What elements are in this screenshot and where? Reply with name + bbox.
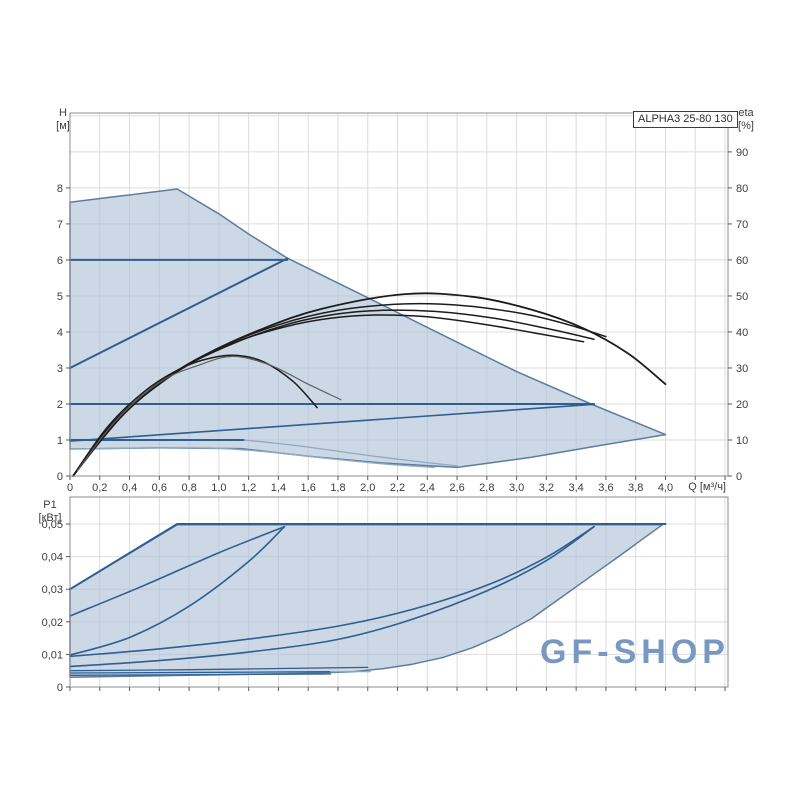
- y-tick-label: 5: [57, 291, 63, 303]
- y-tick-label: 8: [57, 183, 63, 195]
- y-tick-label: 3: [57, 363, 63, 375]
- prop-pressure-max-line: [69, 257, 289, 369]
- power-axis-unit: [кВт]: [38, 512, 62, 524]
- head-eta-chart: 0 0,2 0,4 0,6 0,8 1,0 1,2 1,4 1,6 1,8 2,0 2,2 2,4 2,6…: [57, 112, 748, 494]
- y-tick-label: 0: [57, 471, 63, 483]
- y-tick-label: 4: [57, 327, 63, 339]
- y2-tick-label: 10: [736, 435, 748, 447]
- x-tick-label: 0,4: [122, 482, 137, 494]
- y-tick-label: 7: [57, 219, 63, 231]
- y2-tick-label: 40: [736, 327, 748, 339]
- x-tick-label: 2,6: [449, 482, 464, 494]
- p1-curve-pp-max: [69, 525, 286, 656]
- y2-tick-label: 90: [736, 147, 748, 159]
- y-tick-label: 0,01: [42, 649, 63, 661]
- power-axis-quantity: P1: [43, 499, 57, 511]
- x-tick-label: 0: [67, 482, 73, 494]
- power-chart: 0 0,01 0,02 0,03 0,04 0,05: [42, 496, 729, 694]
- p1-flat-curve-3: [69, 673, 332, 676]
- y-tick-label: 2: [57, 399, 63, 411]
- y-tick-label: 0,02: [42, 617, 63, 629]
- y-tick-label: 6: [57, 255, 63, 267]
- x-tick-label: 4,0: [658, 482, 673, 494]
- x-tick-label: 0,2: [92, 482, 107, 494]
- head-eta-chart-frame: [69, 112, 729, 477]
- head-axis-quantity: H: [59, 107, 67, 119]
- y-tick-label: 0,04: [42, 552, 63, 564]
- power-chart-frame: [69, 496, 729, 688]
- x-tick-label: 2,4: [420, 482, 435, 494]
- eta-axis-unit: [%]: [738, 120, 754, 132]
- x-tick-label: 1,4: [271, 482, 286, 494]
- x-tick-label: 0,6: [152, 482, 167, 494]
- y2-tick-label: 20: [736, 399, 748, 411]
- min-speed-curve-a: [69, 447, 436, 469]
- flow-axis-title: Q [м³/ч]: [688, 481, 726, 493]
- x-tick-label: 2,0: [360, 482, 375, 494]
- x-tick-label: 3,6: [598, 482, 613, 494]
- y2-tick-label: 0: [736, 471, 742, 483]
- p1-flat-curve-1: [69, 666, 369, 672]
- x-tick-label: 1,0: [211, 482, 226, 494]
- y-tick-label: 0,05: [42, 519, 63, 531]
- head-eta-chart-ticks: [66, 151, 732, 480]
- y2-tick-label: 50: [736, 291, 748, 303]
- x-tick-label: 3,8: [628, 482, 643, 494]
- eta-axis-title: eta [%]: [730, 107, 762, 133]
- x-tick-label: 3,2: [539, 482, 554, 494]
- shop-watermark: GF-SHOP: [540, 633, 730, 671]
- x-tick-label: 3,4: [569, 482, 584, 494]
- pump-model-badge: ALPHA3 25-80 130: [633, 111, 738, 128]
- y-tick-label: 0: [57, 682, 63, 694]
- y2-tick-label: 70: [736, 219, 748, 231]
- x-tick-label: 1,2: [241, 482, 256, 494]
- x-tick-label: 3,0: [509, 482, 524, 494]
- eta-curve-speed1a: [72, 354, 318, 477]
- y2-tick-label: 80: [736, 183, 748, 195]
- p1-max-line: [69, 523, 667, 591]
- power-axis-title: P1 [кВт]: [28, 499, 72, 525]
- head-eta-chart-tick-labels: 0 0,2 0,4 0,6 0,8 1,0 1,2 1,4 1,6 1,8 2,0 2,2 2,4 2,6…: [57, 147, 748, 494]
- eta-curve-speed2c: [72, 314, 585, 477]
- y-tick-label: 0,03: [42, 584, 63, 596]
- prop-pressure-min-line: [69, 403, 595, 442]
- x-tick-label: 1,8: [330, 482, 345, 494]
- y2-tick-label: 60: [736, 255, 748, 267]
- power-chart-tick-labels: 0 0,01 0,02 0,03 0,04 0,05: [42, 519, 63, 694]
- p1-flat-curve-2: [69, 671, 332, 674]
- power-chart-ticks: [66, 523, 726, 691]
- y-tick-label: 1: [57, 435, 63, 447]
- p1-curve-cp-mid: [69, 525, 595, 658]
- head-axis-title: H [м]: [48, 107, 78, 133]
- p1-curve-pp-mid: [69, 525, 595, 668]
- eta-axis-quantity: eta: [738, 107, 754, 119]
- eta-curve-speed1b: [76, 355, 342, 472]
- head-axis-unit: [м]: [56, 120, 70, 132]
- x-tick-label: 2,8: [479, 482, 494, 494]
- x-tick-label: 2,2: [390, 482, 405, 494]
- duty-range-envelope: [69, 188, 667, 469]
- min-speed-curve-b: [243, 439, 458, 467]
- x-tick-label: 1,6: [301, 482, 316, 494]
- x-tick-label: 0,8: [181, 482, 196, 494]
- y2-tick-label: 30: [736, 363, 748, 375]
- p1-curve-cp-max: [69, 525, 286, 617]
